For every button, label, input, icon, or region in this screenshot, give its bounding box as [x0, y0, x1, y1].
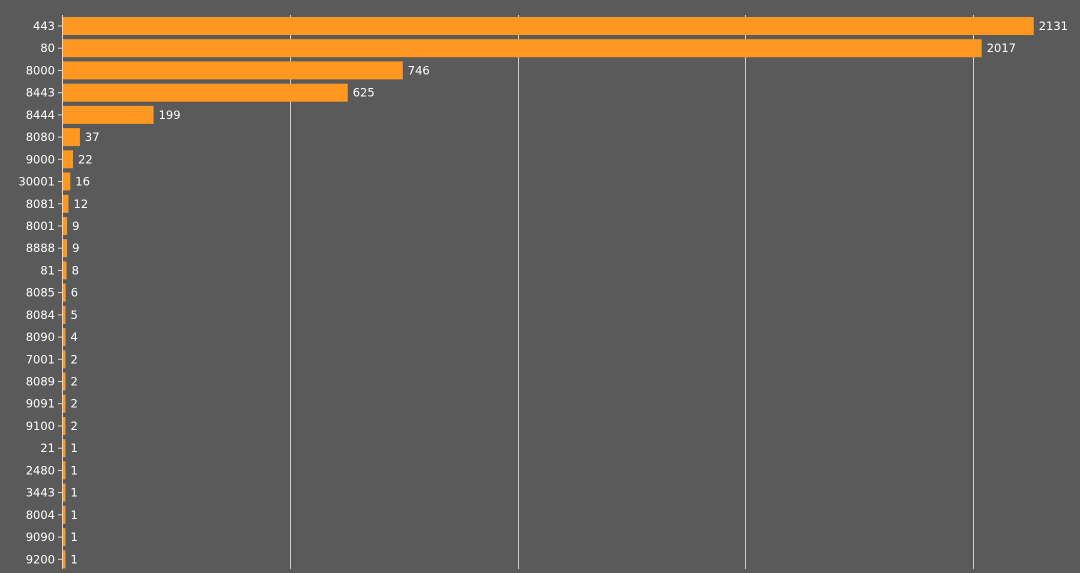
bar	[63, 261, 67, 280]
category-label: 2480	[26, 463, 55, 477]
data-label: 8	[72, 263, 79, 277]
category-label: 8089	[26, 375, 55, 389]
data-label: 37	[85, 130, 100, 144]
bar	[63, 350, 66, 369]
category-label: 9200	[26, 552, 55, 566]
bar	[63, 439, 66, 458]
category-label: 3443	[26, 486, 55, 500]
bar	[63, 194, 69, 213]
bar	[63, 217, 68, 235]
bar	[63, 394, 66, 413]
data-label: 16	[75, 175, 90, 189]
category-label: 8443	[26, 86, 55, 100]
bar	[63, 239, 68, 258]
category-label: 80	[40, 41, 55, 55]
data-label: 1	[71, 463, 78, 477]
bar	[63, 150, 73, 169]
data-label: 1	[71, 530, 78, 544]
bar	[63, 505, 66, 524]
category-label: 8888	[26, 241, 55, 255]
category-label: 8084	[26, 308, 55, 322]
data-label: 2	[71, 397, 78, 411]
data-label: 4	[71, 330, 78, 344]
category-label: 9100	[26, 419, 55, 433]
data-label: 746	[408, 63, 430, 77]
category-label: 8001	[26, 219, 55, 233]
category-label: 8090	[26, 330, 55, 344]
category-label: 9091	[26, 397, 55, 411]
bar	[63, 417, 66, 435]
category-label: 443	[33, 19, 55, 33]
data-label: 22	[78, 152, 93, 166]
bar	[63, 61, 403, 80]
data-label: 6	[71, 286, 78, 300]
data-label: 1	[71, 441, 78, 455]
category-label: 7001	[26, 352, 55, 366]
bar	[63, 128, 80, 147]
data-label: 9	[72, 219, 79, 233]
data-label: 2	[71, 419, 78, 433]
data-label: 2	[71, 352, 78, 366]
category-label: 8085	[26, 286, 55, 300]
data-label: 1	[71, 508, 78, 522]
category-label: 30001	[18, 175, 55, 189]
data-label: 199	[159, 108, 181, 122]
category-label: 81	[40, 263, 55, 277]
data-label: 12	[74, 197, 89, 211]
bar	[63, 305, 66, 324]
bar	[63, 550, 66, 569]
category-label: 8000	[26, 63, 55, 77]
bar	[63, 283, 66, 302]
category-label: 8081	[26, 197, 55, 211]
data-label: 1	[71, 552, 78, 566]
bar	[63, 39, 982, 58]
category-label: 8080	[26, 130, 55, 144]
data-label: 5	[71, 308, 78, 322]
category-label: 8004	[26, 508, 55, 522]
bar	[63, 105, 154, 124]
category-label: 8444	[26, 108, 55, 122]
data-label: 9	[72, 241, 79, 255]
data-label: 625	[353, 86, 375, 100]
bar	[63, 328, 66, 347]
bar	[63, 528, 66, 547]
data-label: 2131	[1039, 19, 1068, 33]
data-label: 2	[71, 375, 78, 389]
bar	[63, 461, 66, 480]
bar	[63, 83, 348, 102]
category-label: 9000	[26, 152, 55, 166]
bar	[63, 483, 66, 502]
category-label: 9090	[26, 530, 55, 544]
data-label: 2017	[987, 41, 1016, 55]
bar	[63, 372, 66, 391]
category-label: 21	[40, 441, 55, 455]
bar	[63, 17, 1034, 35]
bar	[63, 172, 71, 191]
data-label: 1	[71, 486, 78, 500]
